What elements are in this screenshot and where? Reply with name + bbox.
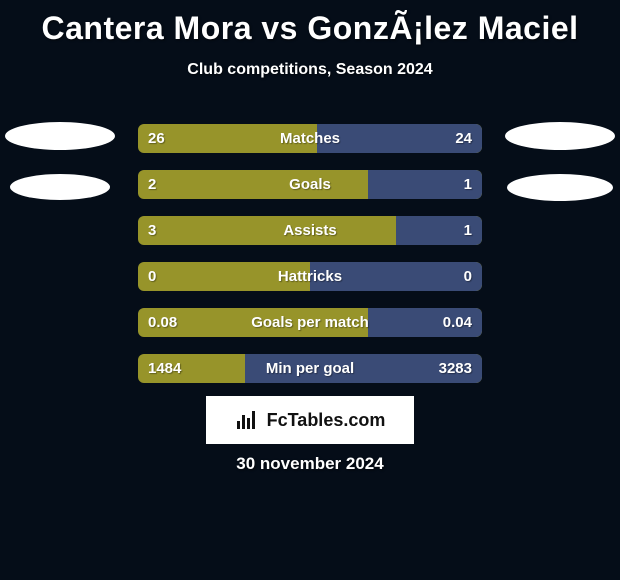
avatar-placeholder (10, 174, 110, 200)
stat-row: 14843283Min per goal (138, 354, 482, 383)
page-title: Cantera Mora vs GonzÃ¡lez Maciel (0, 0, 620, 47)
page-subtitle: Club competitions, Season 2024 (0, 61, 620, 79)
stat-label: Goals (138, 170, 482, 199)
stat-label: Min per goal (138, 354, 482, 383)
stat-label: Matches (138, 124, 482, 153)
attribution-text: FcTables.com (267, 410, 386, 431)
stat-row: 2624Matches (138, 124, 482, 153)
stat-label: Hattricks (138, 262, 482, 291)
stat-row: 0.080.04Goals per match (138, 308, 482, 337)
stat-row: 31Assists (138, 216, 482, 245)
stat-label: Assists (138, 216, 482, 245)
logo-bars-icon (235, 409, 261, 431)
avatar-placeholder (507, 174, 613, 201)
attribution-box: FcTables.com (206, 396, 414, 444)
stat-row: 21Goals (138, 170, 482, 199)
avatar-right (500, 122, 620, 201)
stat-row: 00Hattricks (138, 262, 482, 291)
date: 30 november 2024 (0, 454, 620, 474)
stat-label: Goals per match (138, 308, 482, 337)
avatar-left (0, 122, 120, 200)
avatar-placeholder (505, 122, 615, 150)
avatar-placeholder (5, 122, 115, 150)
stats-rows: 2624Matches 21Goals 31Assists 00Hattricks 0.… (138, 124, 482, 383)
